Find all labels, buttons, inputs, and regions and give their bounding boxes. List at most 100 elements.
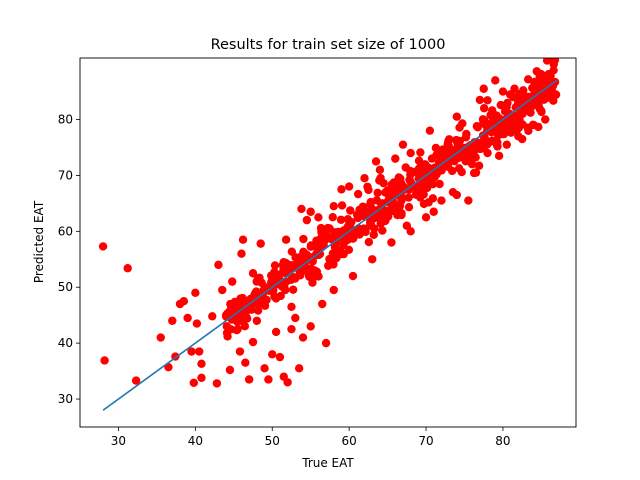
data-point — [496, 100, 505, 110]
data-point — [417, 165, 427, 175]
data-point — [447, 166, 457, 176]
data-point — [414, 156, 424, 165]
data-point — [341, 236, 350, 246]
data-point — [179, 297, 189, 306]
data-point — [387, 180, 396, 189]
data-point — [283, 378, 292, 387]
data-point — [550, 58, 560, 65]
data-point — [131, 376, 141, 385]
data-point — [212, 379, 222, 388]
data-point — [368, 255, 377, 264]
data-point — [256, 239, 265, 248]
data-point — [328, 212, 337, 222]
data-point — [223, 332, 232, 341]
data-point — [464, 145, 474, 155]
data-point — [457, 167, 466, 177]
data-point — [383, 212, 393, 221]
data-point — [344, 182, 354, 191]
data-point — [479, 84, 488, 93]
data-point — [494, 131, 503, 140]
data-point — [452, 135, 461, 145]
data-point — [510, 84, 519, 93]
data-point — [437, 196, 446, 205]
data-point — [373, 188, 382, 198]
data-point — [281, 235, 291, 244]
data-point — [235, 347, 245, 356]
data-point — [534, 101, 543, 110]
data-point — [264, 283, 274, 292]
data-point — [517, 134, 527, 144]
data-point — [336, 215, 346, 224]
data-point — [197, 359, 206, 369]
data-point — [503, 98, 512, 108]
data-point — [359, 205, 368, 215]
data-point — [123, 264, 132, 273]
data-point — [425, 126, 435, 135]
data-point — [337, 185, 346, 194]
data-point — [470, 138, 479, 147]
data-point — [312, 236, 321, 245]
data-point — [414, 174, 423, 183]
x-tick-label: 80 — [495, 434, 510, 448]
x-tick-label: 50 — [265, 434, 280, 448]
data-point — [464, 196, 473, 205]
data-point — [371, 157, 381, 166]
data-point — [257, 278, 266, 287]
data-point — [474, 161, 484, 170]
data-point — [491, 76, 500, 85]
data-point — [275, 352, 285, 362]
data-point — [475, 95, 485, 105]
data-point — [369, 230, 378, 239]
data-point — [419, 190, 428, 199]
data-point — [192, 319, 202, 328]
data-point — [262, 295, 271, 305]
y-tick-label: 30 — [58, 392, 73, 406]
data-point — [287, 247, 297, 256]
data-point — [248, 337, 258, 347]
data-point — [506, 125, 515, 134]
dense-point-band — [221, 58, 561, 341]
y-axis-label: Predicted EAT — [32, 200, 46, 283]
data-point — [467, 160, 477, 169]
data-point — [329, 260, 338, 269]
data-point — [100, 356, 109, 365]
data-point — [318, 237, 327, 246]
data-point — [319, 227, 329, 236]
data-point — [329, 285, 338, 295]
data-point — [344, 245, 354, 255]
data-point — [416, 148, 425, 157]
data-point — [360, 174, 369, 183]
data-point — [226, 325, 236, 334]
data-point — [271, 327, 281, 337]
data-point — [541, 115, 550, 124]
data-point — [542, 72, 552, 82]
data-point — [271, 274, 280, 283]
data-point — [284, 265, 293, 274]
y-tick-label: 40 — [58, 336, 73, 350]
data-point — [353, 213, 363, 223]
data-point — [208, 312, 217, 321]
y-tick-label: 80 — [58, 113, 73, 127]
data-point — [241, 358, 250, 367]
data-point — [260, 364, 269, 373]
data-point — [268, 350, 277, 359]
data-point — [537, 107, 546, 117]
data-point — [214, 260, 223, 270]
data-point — [404, 193, 413, 202]
data-point — [483, 96, 492, 105]
data-point — [493, 142, 502, 151]
data-point — [227, 300, 236, 309]
data-point — [264, 375, 273, 384]
data-point — [378, 226, 387, 235]
data-point — [306, 264, 316, 273]
data-point — [98, 242, 108, 251]
data-point — [394, 205, 404, 214]
data-point — [421, 213, 431, 222]
data-point — [366, 217, 375, 227]
data-point — [359, 224, 368, 233]
data-point — [422, 183, 432, 193]
data-point — [306, 207, 315, 216]
data-point — [428, 194, 438, 203]
data-point — [523, 102, 532, 112]
